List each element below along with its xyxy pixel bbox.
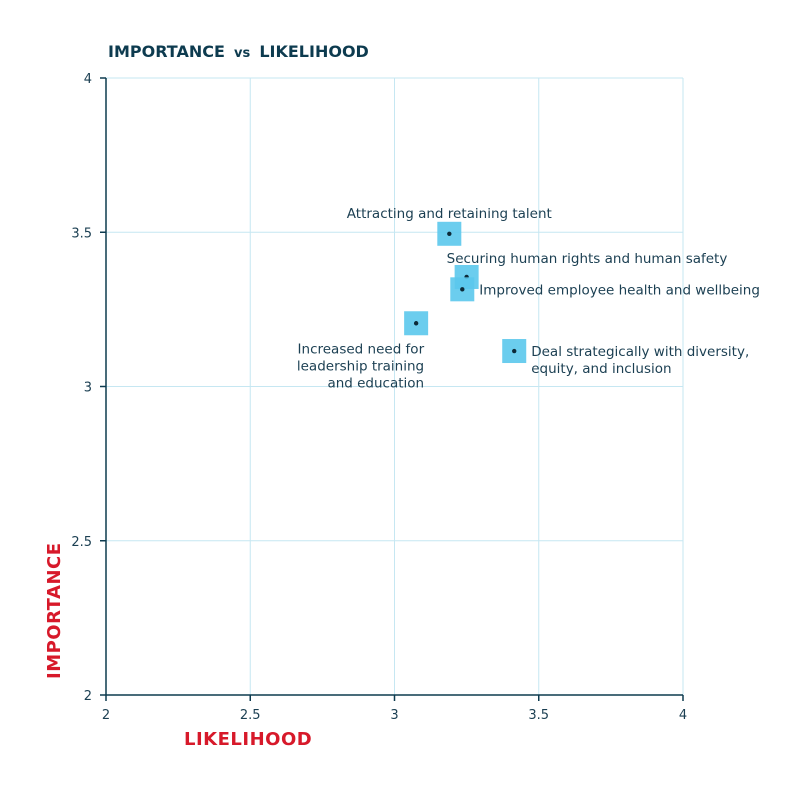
point-label-line: Securing human rights and human safety xyxy=(447,251,728,267)
point-label-line: and education xyxy=(327,375,424,391)
y-tick-label: 3 xyxy=(84,381,92,396)
point-dot xyxy=(512,348,517,354)
x-tick-label: 4 xyxy=(679,708,687,723)
data-point: Deal strategically with diversity, equity… xyxy=(502,339,749,377)
point-label: Attracting and retaining talent xyxy=(347,206,552,222)
point-label: Securing human rights and human safety xyxy=(447,251,728,267)
chart-title: IMPORTANCE vs LIKELIHOOD xyxy=(108,42,369,61)
point-label: Increased need for leadership training and… xyxy=(297,341,425,391)
y-tick-label: 2.5 xyxy=(71,535,92,550)
point-label: Deal strategically with diversity, equity… xyxy=(531,344,749,377)
data-point: Attracting and retaining talent xyxy=(347,206,552,246)
point-label-line: Improved employee health and wellbeing xyxy=(479,282,760,298)
chart-title-part-1: IMPORTANCE xyxy=(108,42,225,61)
x-tick-label: 2.5 xyxy=(240,708,261,723)
tick-labels: 2 2.5 3 3.5 4 2 2.5 3 3.5 4 xyxy=(71,72,687,723)
y-tick-label: 2 xyxy=(84,689,92,704)
data-point: Improved employee health and wellbeing xyxy=(450,277,760,302)
chart-title-part-2: vs xyxy=(234,46,250,61)
chart-title-part-3: LIKELIHOOD xyxy=(259,42,369,61)
point-dot xyxy=(460,287,465,292)
axes xyxy=(100,77,684,701)
grid-lines xyxy=(106,77,684,695)
point-label-line: leadership training xyxy=(297,358,424,374)
point-dot xyxy=(447,231,452,236)
y-axis-title: IMPORTANCE xyxy=(44,542,65,679)
point-label-line: equity, and inclusion xyxy=(531,361,671,377)
x-tick-label: 3 xyxy=(390,708,398,723)
point-dot xyxy=(413,321,419,326)
x-tick-label: 2 xyxy=(102,708,110,723)
point-label-line: Increased need for xyxy=(298,341,425,357)
point-label-line: Attracting and retaining talent xyxy=(347,206,552,222)
data-point: Increased need for leadership training and… xyxy=(297,311,429,391)
point-label-line: Deal strategically with diversity, xyxy=(531,344,749,360)
x-axis-title: LIKELIHOOD xyxy=(184,729,312,750)
point-label: Improved employee health and wellbeing xyxy=(479,282,760,298)
y-tick-label: 3.5 xyxy=(71,226,92,241)
data-points: Attracting and retaining talent Securing … xyxy=(297,206,760,391)
y-tick-label: 4 xyxy=(84,72,92,87)
x-tick-label: 3.5 xyxy=(528,708,549,723)
